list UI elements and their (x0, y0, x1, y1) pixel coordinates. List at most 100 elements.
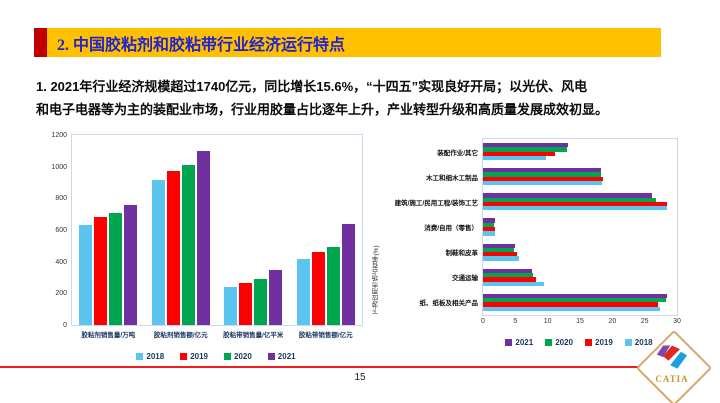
page-title: 2. 中国胶粘剂和胶粘带行业经济运行特点 (57, 36, 346, 54)
footer-divider-line (0, 366, 648, 368)
bar (483, 243, 515, 248)
right-chart-axis-title: 下游应用市场占有率(%) (373, 245, 380, 314)
title-bar: 2. 中国胶粘剂和胶粘带行业经济运行特点 (34, 28, 661, 57)
legend-item: 2018 (136, 352, 164, 361)
bar-group (483, 164, 677, 189)
legend-item: 2018 (624, 338, 653, 347)
legend-label: 2021 (515, 338, 534, 347)
bar (181, 165, 195, 325)
bar (483, 306, 660, 311)
bar (483, 181, 602, 186)
legend-item: 2021 (505, 338, 533, 347)
bar (124, 204, 138, 325)
y-axis-tick-label: 600 (55, 227, 67, 234)
x-axis-tick-label: 15 (576, 318, 584, 325)
legend-swatch (136, 353, 144, 360)
category-label: 胶粘剂销售量/万吨 (81, 332, 136, 339)
legend-label: 2020 (234, 352, 252, 361)
bar (483, 268, 533, 273)
bar (483, 298, 666, 303)
category-label: 消费/自用（零售） (424, 225, 478, 232)
y-axis-tick-label: 1200 (51, 132, 67, 139)
bar (483, 151, 556, 156)
bar (483, 193, 653, 198)
legend-label: 2018 (634, 338, 653, 347)
category-label: 建筑/施工/民用工程/装饰工艺 (394, 199, 478, 207)
title-accent-square (34, 28, 47, 57)
legend-label: 2019 (595, 338, 613, 347)
downstream-market-share-chart: 下游应用市场占有率(%) 装配作业/其它 木工和细木工制品 建筑/施工/民用工程/装… (370, 132, 705, 367)
bar-group (217, 135, 290, 325)
bar-group (72, 135, 145, 325)
x-axis-tick-label: 20 (608, 318, 617, 325)
title-background: 2. 中国胶粘剂和胶粘带行业经济运行特点 (47, 28, 661, 57)
legend-item: 2020 (224, 352, 252, 361)
y-axis-tick-label: 800 (55, 195, 67, 203)
y-axis-tick-label: 400 (55, 258, 67, 266)
bar (483, 252, 517, 257)
legend-item: 2021 (267, 352, 296, 361)
bar (483, 231, 495, 236)
bar-group (483, 214, 677, 239)
legend-item: 2019 (180, 352, 208, 361)
body-paragraph: 1. 2021年行业经济规模超过1740亿元，同比增长15.6%，“十四五”实现… (36, 76, 702, 122)
bar (79, 225, 93, 325)
bar (341, 223, 355, 325)
logo-pinwheel-icon (656, 345, 688, 369)
y-axis-tick-label: 1000 (51, 163, 67, 171)
x-axis-tick-label: 30 (673, 318, 681, 325)
legend-label: 2020 (555, 338, 573, 347)
legend-label: 2021 (277, 352, 296, 361)
body-line-1: 1. 2021年行业经济规模超过1740亿元，同比增长15.6%，“十四五”实现… (36, 79, 588, 94)
bar (109, 213, 123, 325)
left-chart-plot: 0 200 400 600 800 1000 1200 胶粘剂销售量/万吨 胶粘剂销售额/亿元 胶… (51, 132, 363, 339)
bar (483, 293, 667, 299)
x-axis-tick-label: 10 (543, 318, 552, 325)
y-axis-tick-label: 0 (63, 322, 67, 329)
right-chart-plot: 装配作业/其它 木工和细木工制品 建筑/施工/民用工程/装饰工艺 消费/自用（零售） 制… (395, 138, 681, 325)
bar (483, 302, 659, 307)
bar-group (483, 265, 677, 290)
bar (483, 168, 602, 173)
category-label: 胶粘带销售量/亿平米 (223, 332, 284, 339)
legend-swatch (224, 353, 231, 360)
bar (269, 270, 283, 325)
page-number: 15 (354, 372, 366, 383)
bar (311, 252, 325, 325)
bar (483, 277, 537, 282)
category-label: 交通运输 (452, 275, 478, 283)
adhesive-sales-bar-chart: 0 200 400 600 800 1000 1200 胶粘剂销售量/万吨 胶粘剂销售额/亿元 胶… (35, 128, 380, 373)
legend-item: 2020 (545, 338, 573, 347)
left-chart-legend: 2018 2019 2020 2021 (71, 352, 361, 361)
bar (483, 218, 495, 223)
bar (483, 256, 519, 261)
bar (224, 287, 238, 325)
logo-text: CATIA (655, 374, 689, 384)
category-label: 胶粘剂销售额/亿元 (153, 332, 208, 339)
category-label: 装配作业/其它 (437, 149, 478, 157)
legend-item: 2019 (585, 338, 613, 347)
bar (483, 155, 547, 161)
bar (483, 222, 494, 227)
bar (483, 172, 601, 177)
bar (166, 170, 180, 325)
legend-swatch (267, 353, 275, 360)
bar (483, 272, 534, 278)
bar-group (483, 139, 677, 164)
y-axis-tick-label: 200 (55, 290, 67, 298)
legend-label: 2019 (190, 352, 208, 361)
bar (254, 279, 268, 325)
right-chart-legend: 2021 2020 2019 2018 (482, 338, 676, 347)
bar (239, 283, 253, 325)
bar (94, 217, 108, 325)
bar-group (483, 290, 677, 315)
bar (483, 147, 568, 152)
bar (483, 176, 603, 181)
bar-group (145, 135, 218, 325)
legend-swatch (180, 353, 188, 360)
bar (483, 247, 515, 253)
bar (483, 142, 569, 148)
bar (196, 150, 210, 325)
bar (326, 247, 340, 325)
bar (483, 201, 667, 207)
